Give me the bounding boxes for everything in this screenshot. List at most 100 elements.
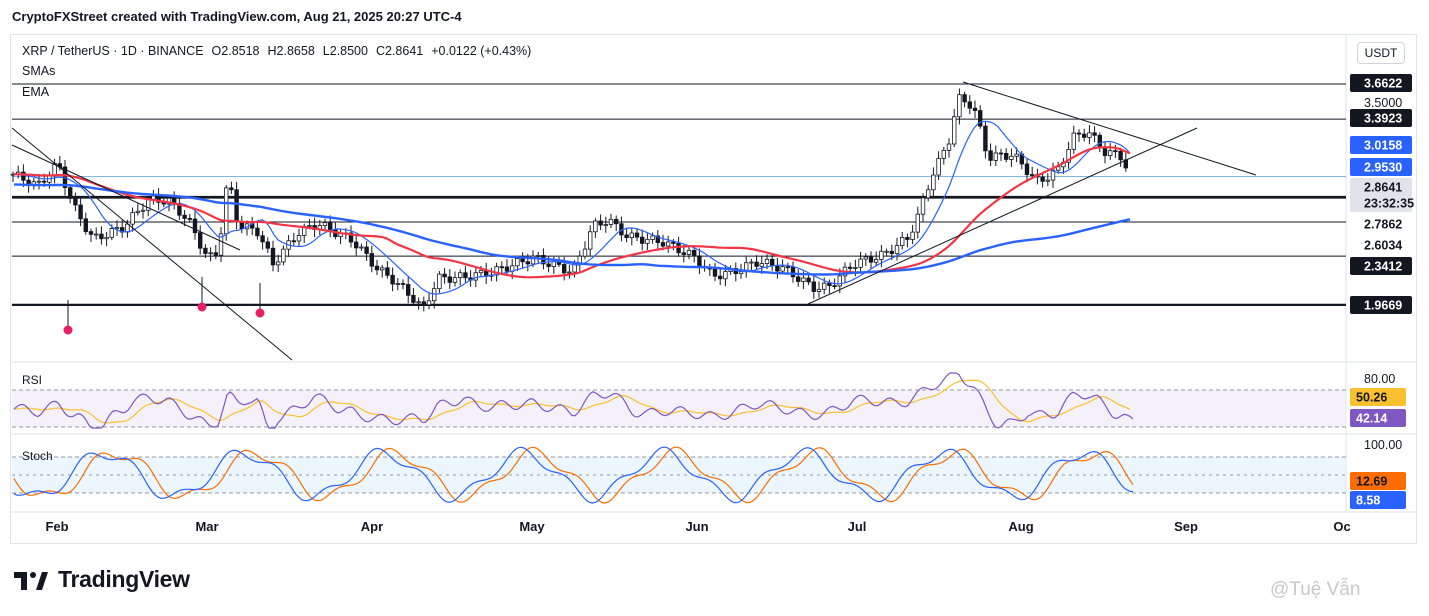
stoch-d-line (13, 446, 1134, 504)
candle (718, 275, 723, 280)
candle (1066, 148, 1071, 163)
candle (790, 266, 796, 278)
candle (83, 218, 88, 232)
symbol-header: XRP / TetherUS · 1D · BINANCE O2.8518 H2.8… (22, 44, 539, 58)
rsi-band (12, 390, 1346, 427)
sma-indicator-label[interactable]: SMAs (22, 64, 56, 78)
candle (353, 241, 359, 249)
candle (530, 255, 536, 265)
candle (946, 143, 952, 151)
watermark: @Tuệ Vẫn (1270, 579, 1361, 600)
symbol-name[interactable]: XRP / TetherUS · 1D · BINANCE (22, 44, 204, 58)
candle (806, 277, 811, 283)
x-axis-label: Aug (1008, 519, 1033, 534)
candle (889, 250, 894, 254)
candle (926, 189, 931, 199)
candle (68, 187, 73, 199)
candle (915, 213, 920, 233)
candle (504, 266, 510, 272)
candle (962, 94, 967, 103)
candle (681, 252, 686, 255)
currency-button[interactable]: USDT (1357, 42, 1405, 64)
candle (281, 248, 286, 263)
candle (666, 241, 671, 247)
candle (655, 235, 660, 243)
candle (109, 228, 114, 238)
candle (551, 261, 556, 267)
candle (275, 261, 281, 266)
candle (567, 271, 572, 274)
candle (603, 224, 608, 226)
price-axis-label: 1.9669 (1364, 299, 1402, 313)
candle (676, 243, 681, 254)
chart-caption: CryptoFXStreet created with TradingView.… (12, 9, 462, 24)
ema-indicator-label[interactable]: EMA (22, 85, 50, 99)
candle (525, 261, 530, 265)
candle (208, 252, 213, 255)
close-value: C2.8641 (375, 44, 424, 58)
x-axis-label: Sep (1174, 519, 1198, 534)
rsi-line (13, 372, 1134, 429)
candle (1108, 150, 1113, 156)
candle (94, 233, 99, 236)
price-axis-badge (1350, 109, 1412, 127)
candle (723, 271, 728, 280)
price-axis-label: 3.0158 (1364, 139, 1402, 153)
stoch-axis-label: 8.58 (1356, 494, 1380, 508)
candle (957, 94, 962, 118)
candle (827, 282, 832, 287)
stoch-pane-label[interactable]: Stoch (22, 449, 53, 463)
swing-low-marker (255, 308, 265, 318)
tradingview-brand[interactable]: TradingView (58, 566, 190, 592)
candle (99, 233, 104, 240)
candle (749, 261, 754, 264)
candle (421, 301, 426, 306)
candle (499, 266, 504, 269)
candle (140, 209, 146, 212)
candle (223, 187, 229, 235)
candle (515, 258, 520, 267)
candle (437, 273, 442, 290)
candle (650, 235, 655, 240)
candle (801, 277, 806, 282)
candle (1113, 150, 1118, 153)
trendline (11, 127, 293, 361)
rsi-axis-label: 80.00 (1364, 372, 1395, 386)
candle (811, 281, 816, 292)
rsi-pane-label[interactable]: RSI (22, 373, 43, 387)
candle (374, 265, 380, 271)
candle (1102, 147, 1108, 156)
price-axis-label: 2.7862 (1364, 218, 1402, 232)
stoch-axis-label: 100.00 (1364, 438, 1402, 452)
candle (952, 116, 957, 145)
candle (260, 235, 265, 243)
candle (1040, 176, 1045, 182)
candle (593, 220, 598, 233)
chart-frame (10, 34, 1417, 544)
candle (431, 288, 437, 302)
candle (405, 284, 411, 296)
candle (478, 269, 484, 274)
candle (863, 256, 868, 260)
candle (187, 218, 192, 220)
price-axis-label: 3.3923 (1364, 112, 1402, 126)
candle (738, 271, 744, 275)
candle (1004, 152, 1009, 160)
candle (998, 152, 1004, 155)
ema-mid-line (13, 146, 1131, 279)
candle (1071, 132, 1076, 150)
candle (203, 247, 208, 254)
price-axis-label: 23:32:35 (1364, 197, 1414, 211)
candle (125, 223, 130, 233)
candle (562, 264, 567, 274)
candle (1092, 132, 1097, 136)
trendline (807, 127, 1198, 305)
candle (135, 210, 140, 214)
candle (686, 249, 692, 255)
candle (348, 232, 354, 243)
x-axis-label: Oc (1333, 519, 1350, 534)
candle (36, 180, 42, 183)
candle (645, 238, 650, 244)
candle (832, 285, 837, 288)
